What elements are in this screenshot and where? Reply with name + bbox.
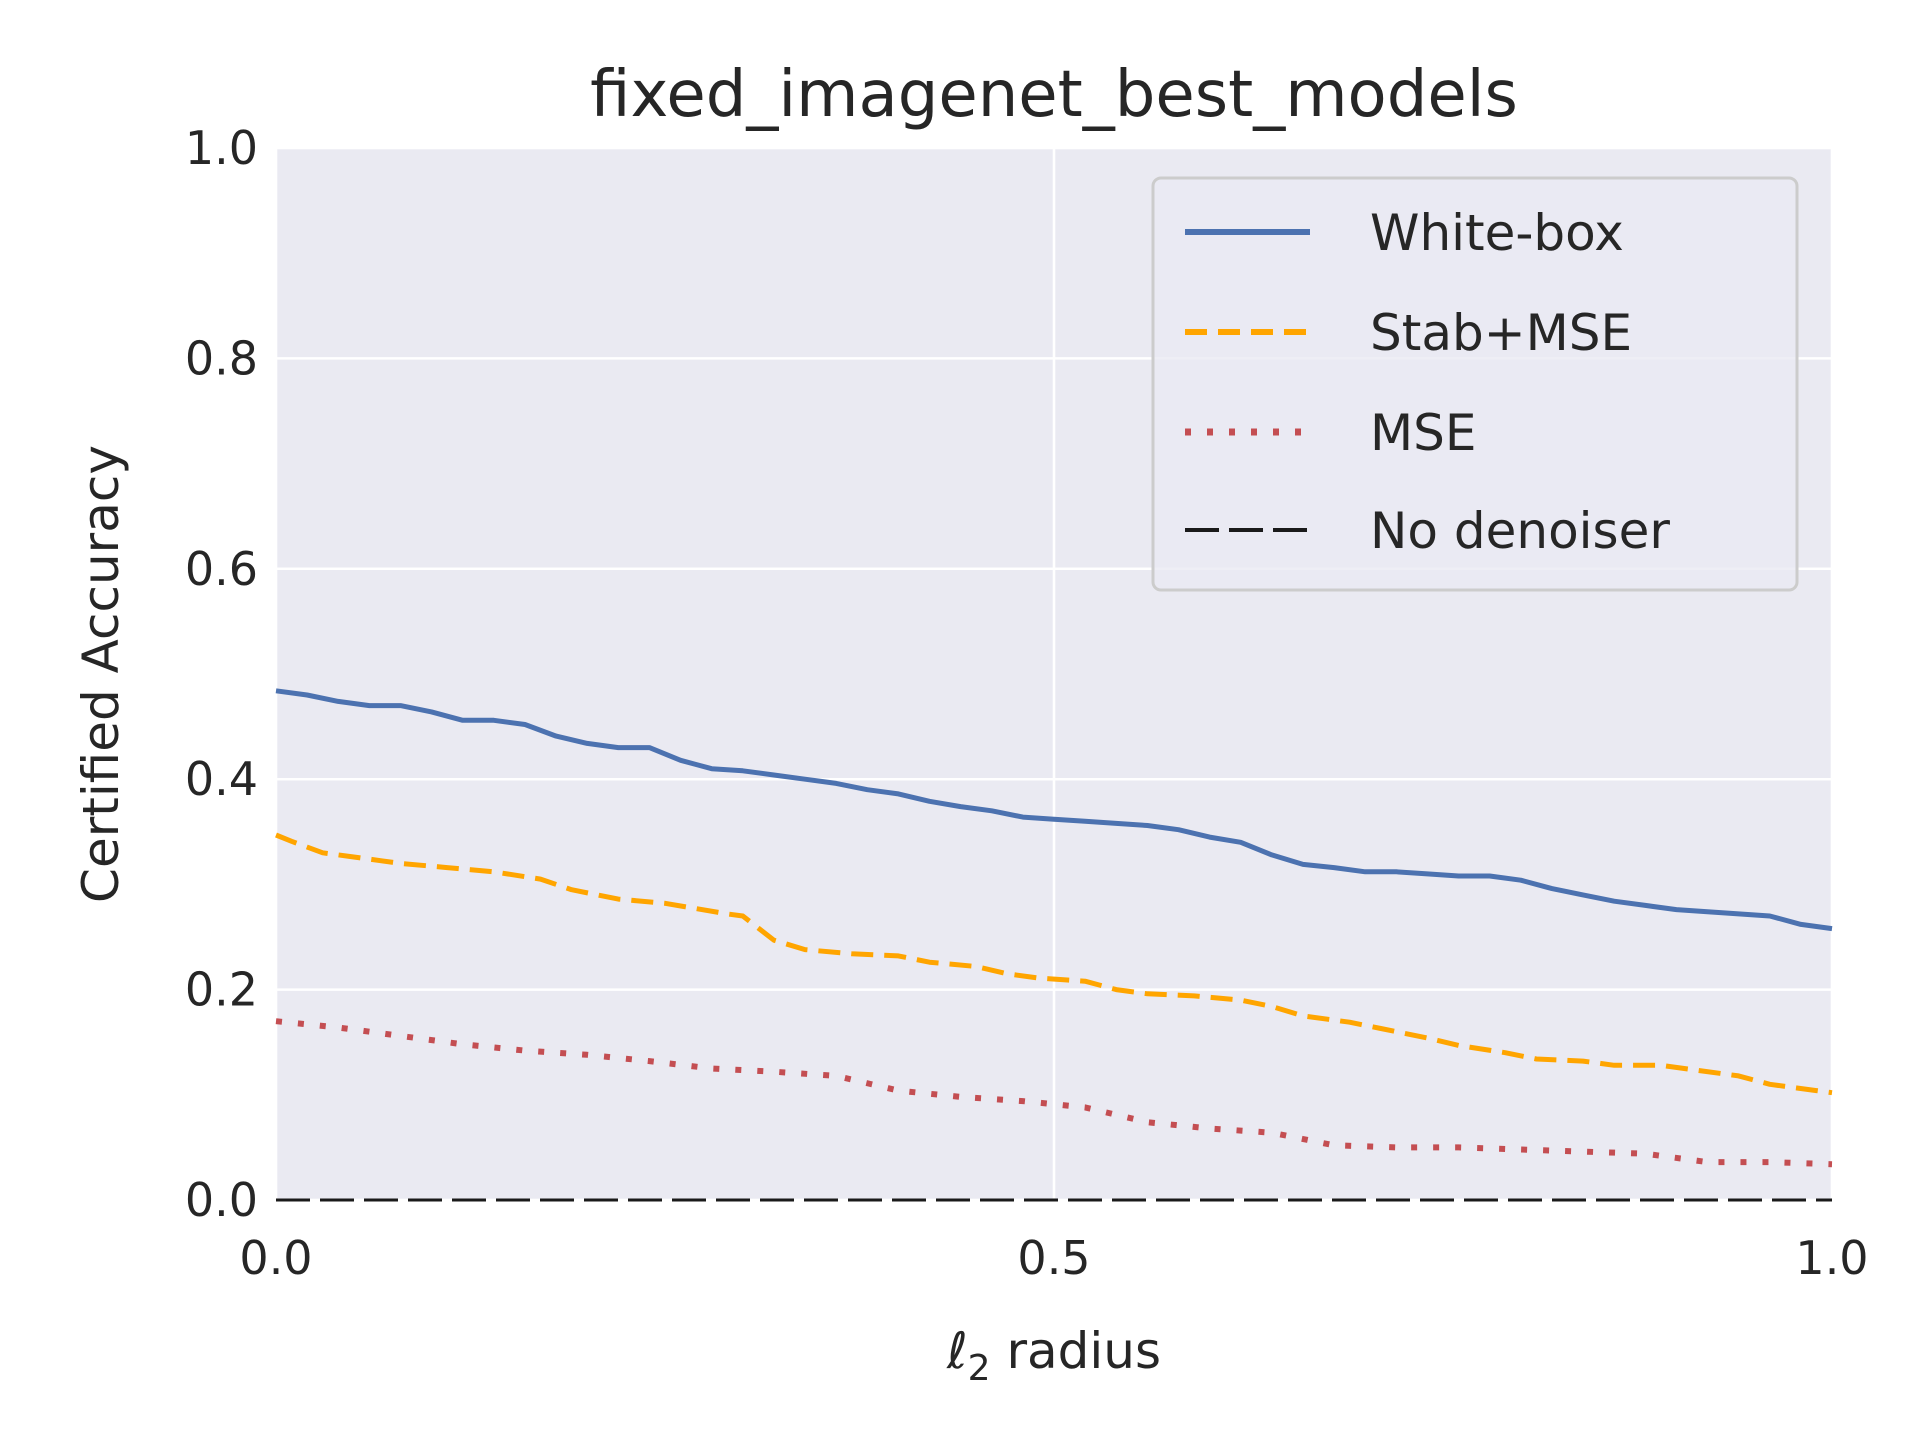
grid-lines bbox=[274, 146, 1834, 1202]
y-tick-label: 0.4 bbox=[185, 752, 258, 806]
x-tick-label: 1.0 bbox=[1795, 1231, 1868, 1285]
y-tick-label: 0.2 bbox=[185, 963, 258, 1017]
y-tick-label: 0.8 bbox=[185, 331, 258, 385]
y-tick-label: 0.0 bbox=[185, 1173, 258, 1227]
y-axis-label: Certified Accuracy bbox=[72, 445, 130, 903]
y-tick-label: 1.0 bbox=[185, 121, 258, 175]
legend-frame bbox=[1151, 176, 1799, 592]
y-tick-labels: 0.0 0.2 0.4 0.6 0.8 1.0 bbox=[185, 121, 258, 1227]
series-line-white-box bbox=[275, 688, 1833, 932]
chart-title: fixed_imagenet_best_models bbox=[590, 58, 1518, 132]
x-tick-label: 0.5 bbox=[1017, 1231, 1090, 1285]
legend-label: No denoiser bbox=[1370, 502, 1670, 560]
y-tick-label: 0.6 bbox=[185, 542, 258, 596]
series-lines bbox=[275, 688, 1833, 1202]
series-line-stab-mse bbox=[275, 832, 1833, 1096]
legend-label: White-box bbox=[1370, 204, 1624, 262]
x-tick-label: 0.0 bbox=[239, 1231, 312, 1285]
legend: White-box Stab+MSE MSE No denoiser bbox=[1151, 176, 1799, 592]
legend-entries: White-box Stab+MSE MSE No denoiser bbox=[1185, 204, 1670, 560]
x-tick-labels: 0.0 0.5 1.0 bbox=[239, 1231, 1868, 1285]
legend-label: Stab+MSE bbox=[1370, 304, 1632, 362]
x-axis-label: ℓ2 radius bbox=[946, 1322, 1161, 1389]
legend-label: MSE bbox=[1370, 404, 1476, 462]
